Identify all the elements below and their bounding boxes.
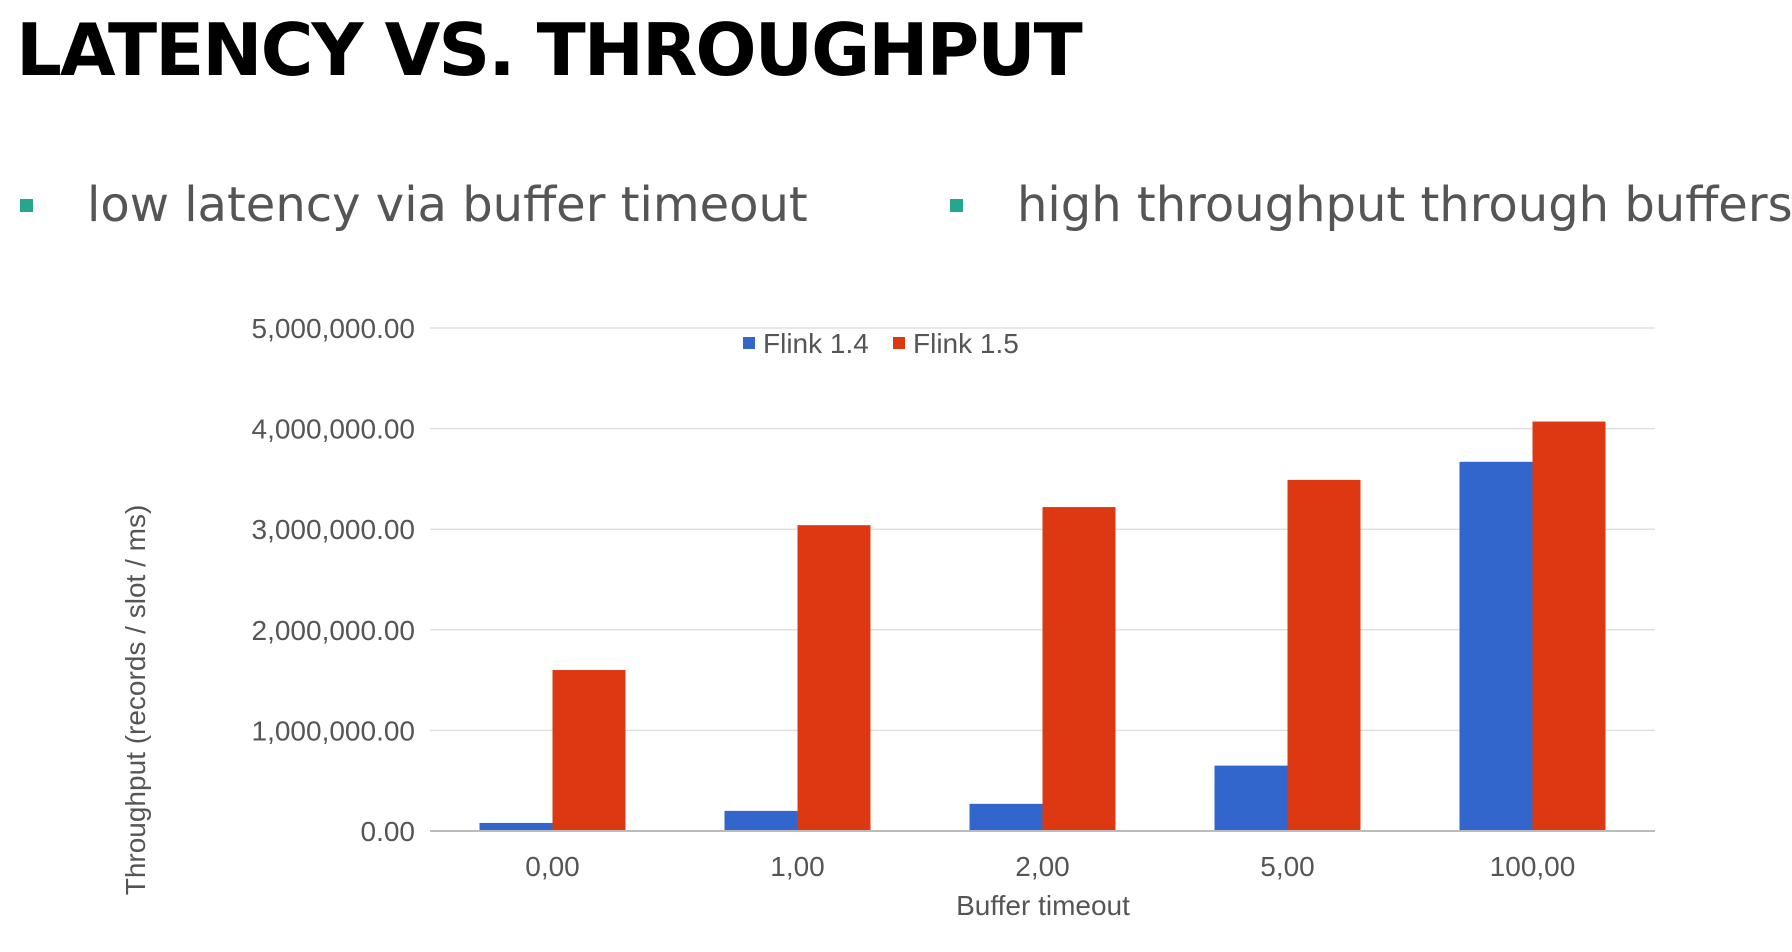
x-tick-label: 1,00 <box>770 851 825 882</box>
x-tick-label: 0,00 <box>525 851 580 882</box>
bullet-item: low latency via buffer timeout <box>20 175 808 235</box>
y-tick-label: 1,000,000.00 <box>252 715 416 746</box>
bars <box>479 421 1606 831</box>
slide-title: LATENCY VS. THROUGHPUT <box>16 8 1083 92</box>
x-tick-label: 2,00 <box>1015 851 1070 882</box>
bar-flink-1-4 <box>1214 765 1288 831</box>
legend-label: Flink 1.5 <box>913 328 1019 359</box>
y-axis-ticks: 0.00 1,000,000.00 2,000,000.00 3,000,000.00… <box>252 313 416 847</box>
bar-flink-1-4 <box>724 810 798 831</box>
legend-swatch <box>743 337 755 349</box>
bullet-square-icon <box>950 198 963 212</box>
x-tick-label: 100,00 <box>1490 851 1576 882</box>
y-tick-label: 2,000,000.00 <box>252 615 416 646</box>
legend: Flink 1.4 Flink 1.5 <box>743 328 1019 359</box>
y-tick-label: 3,000,000.00 <box>252 514 416 545</box>
legend-label: Flink 1.4 <box>763 328 869 359</box>
x-tick-label: 5,00 <box>1260 851 1315 882</box>
bar-flink-1-4 <box>479 822 553 831</box>
bullet-list: low latency via buffer timeout high thro… <box>0 175 1792 235</box>
bar-flink-1-5 <box>1042 507 1116 831</box>
y-tick-label: 5,000,000.00 <box>252 313 416 344</box>
bar-flink-1-5 <box>552 670 626 831</box>
chart-area: 0.00 1,000,000.00 2,000,000.00 3,000,000.00… <box>0 290 1792 947</box>
bullet-square-icon <box>20 198 33 212</box>
y-axis-label: Throughput (records / slot / ms) <box>120 505 151 896</box>
bar-flink-1-5 <box>797 525 871 831</box>
bar-flink-1-4 <box>969 803 1043 831</box>
bullet-text: high throughput through buffers <box>1017 177 1792 233</box>
bar-flink-1-5 <box>1532 421 1606 831</box>
bar-flink-1-5 <box>1287 479 1361 831</box>
legend-swatch <box>893 337 905 349</box>
x-axis-ticks: 0,00 1,00 2,00 5,00 100,00 <box>525 851 1575 882</box>
y-tick-label: 4,000,000.00 <box>252 414 416 445</box>
bullet-text: low latency via buffer timeout <box>87 177 808 233</box>
bullet-item: high throughput through buffers <box>950 175 1792 235</box>
y-tick-label: 0.00 <box>361 816 416 847</box>
x-axis-label: Buffer timeout <box>956 890 1130 921</box>
bar-flink-1-4 <box>1459 461 1533 831</box>
bar-chart: 0.00 1,000,000.00 2,000,000.00 3,000,000.00… <box>120 313 1655 921</box>
